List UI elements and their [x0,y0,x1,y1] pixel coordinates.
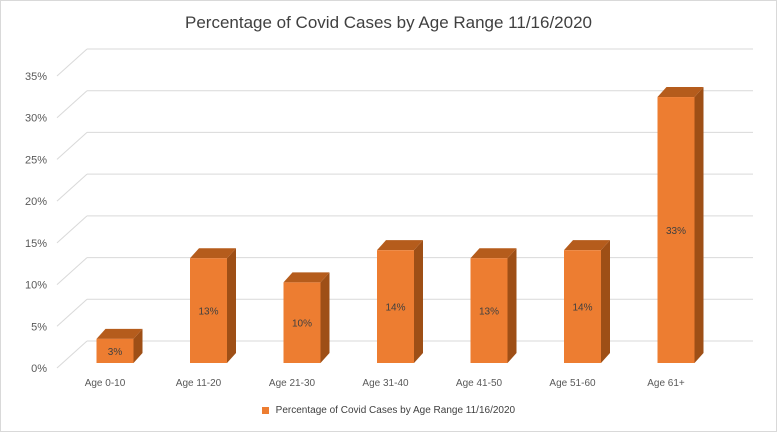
chart-title: Percentage of Covid Cases by Age Range 1… [184,13,593,32]
chart-plot: 0% 5% 10% 15% 20% 25% 30% 35% 3% Age 0-10 13% Age 1… [25,48,753,389]
bar [377,250,414,363]
y-tick-label: 30% [25,113,47,125]
y-tick-label: 25% [25,154,47,166]
bar-top [564,240,610,251]
y-tick-label: 5% [31,321,47,333]
gridline-floor-edge [56,257,88,285]
bar [96,338,134,363]
bar-side [320,272,330,363]
bar-top [377,240,423,251]
legend-label: Percentage of Covid Cases by Age Range 1… [275,405,516,416]
data-label: 3% [108,347,123,358]
x-tick-label: Age 31-40 [362,378,409,389]
x-tick-label: Age 11-20 [176,378,222,389]
bar [190,258,227,363]
bar-top [190,248,236,259]
legend-swatch [261,407,269,414]
x-tick-label: Age 61+ [647,378,685,389]
x-tick-label: Age 21-30 [269,378,316,389]
x-tick-label: Age 51-60 [549,378,596,389]
bar-side [227,248,236,363]
bar-side [414,240,423,363]
bar-top [470,248,517,259]
y-tick-label: 35% [25,71,47,83]
gridline-floor-edge [56,298,88,327]
bar-side [133,328,143,363]
y-tick-label: 20% [25,196,47,208]
bar [657,97,695,364]
data-label: 13% [479,307,499,318]
bar-side [694,87,704,364]
gridline-floor-edge [56,132,88,160]
bar-side [507,248,517,363]
y-tick-label: 15% [25,238,47,250]
bar-top [657,87,704,98]
bar-top [283,272,330,283]
gridline-floor-edge [56,48,88,77]
data-label: 14% [385,303,405,314]
x-tick-label: Age 41-50 [456,378,503,389]
bar [283,282,321,363]
data-label: 13% [198,307,218,318]
data-label: 14% [572,303,592,314]
y-tick-label: 0% [31,363,47,375]
y-tick-label: 10% [25,280,47,292]
bar [564,250,601,363]
bar-side [601,240,610,363]
gridline-floor-edge [56,340,88,369]
gridline-floor-edge [56,215,88,244]
bar-top [96,328,143,339]
bar [470,258,508,363]
data-label: 33% [666,226,686,237]
gridline-floor-edge [56,90,88,119]
gridline-floor-edge [56,173,88,202]
x-tick-label: Age 0-10 [85,378,126,389]
chart-legend: Percentage of Covid Cases by Age Range 1… [1,405,776,416]
data-label: 10% [292,319,312,330]
